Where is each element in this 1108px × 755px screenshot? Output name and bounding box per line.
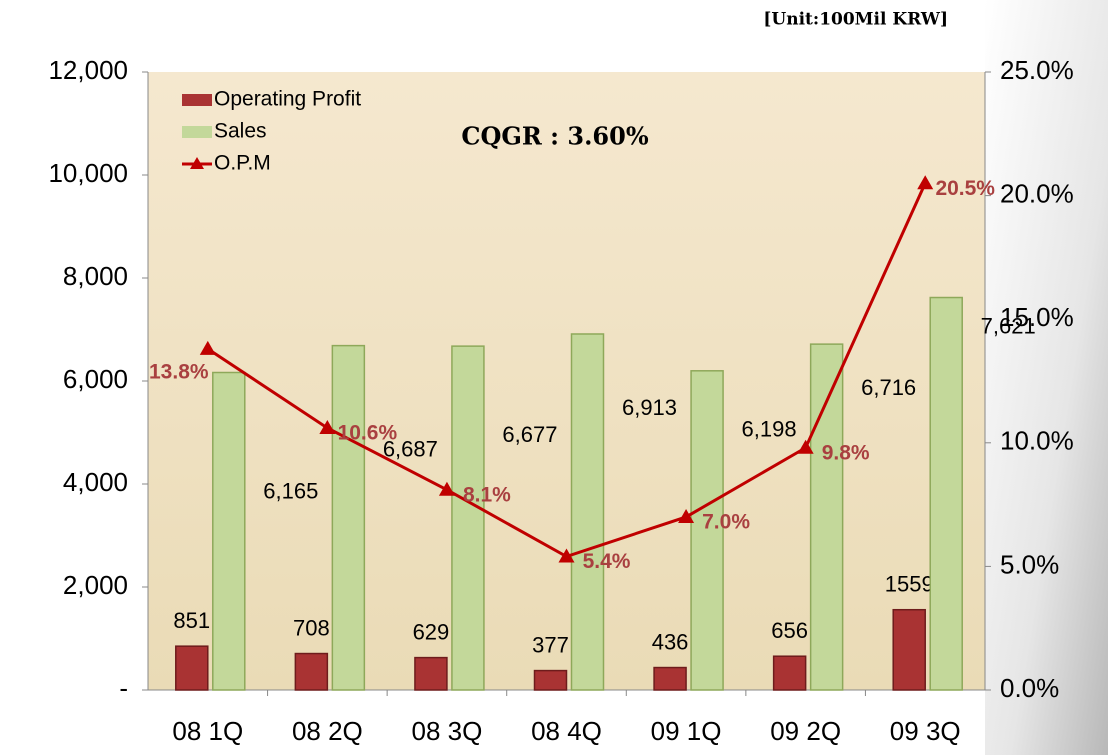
data-label: 377 <box>532 632 569 657</box>
data-label: 6,198 <box>742 417 797 442</box>
x-tick-label: 08 3Q <box>412 716 483 746</box>
data-label: 5.4% <box>583 550 631 573</box>
x-tick-label: 09 1Q <box>651 716 722 746</box>
x-tick-label: 08 1Q <box>172 716 243 746</box>
legend-swatch <box>190 157 204 169</box>
data-label: 6,677 <box>502 422 557 447</box>
y-tick-label: 6,000 <box>63 364 128 394</box>
bar <box>451 345 485 691</box>
data-label: 6,716 <box>861 375 916 400</box>
data-label: 8.1% <box>463 483 511 506</box>
y2-tick-label: 5.0% <box>1000 549 1059 579</box>
marker <box>678 508 695 523</box>
y2-tick-label: 10.0% <box>1000 426 1074 456</box>
bar <box>809 343 844 691</box>
bar <box>892 608 926 691</box>
legend-swatch <box>182 94 212 106</box>
bar <box>570 333 605 691</box>
data-label: 6,165 <box>263 478 318 503</box>
data-label: 7.0% <box>702 511 750 534</box>
x-tick-label: 09 3Q <box>890 716 961 746</box>
bar <box>772 655 807 691</box>
x-tick-label: 09 2Q <box>770 716 841 746</box>
y-tick-label: 2,000 <box>63 570 128 600</box>
y2-tick-label: 15.0% <box>1000 302 1074 332</box>
marker <box>199 340 216 355</box>
bar <box>653 666 687 691</box>
bar <box>212 371 246 691</box>
bar <box>690 370 724 691</box>
marker <box>438 481 455 496</box>
chart-title: CQGR : 3.60% <box>461 122 648 151</box>
y-tick-label: 10,000 <box>48 158 128 188</box>
data-label: 20.5% <box>935 177 995 200</box>
legend-label: Sales <box>214 120 267 143</box>
data-label: 13.8% <box>149 360 209 383</box>
data-label: 708 <box>293 615 330 640</box>
marker <box>797 439 814 454</box>
legend-label: O.P.M <box>214 152 271 175</box>
bar <box>533 669 568 691</box>
bar <box>294 652 329 691</box>
marker <box>917 175 934 190</box>
y-tick-label: 4,000 <box>63 467 128 497</box>
data-label: 6,913 <box>622 395 677 420</box>
x-tick-label: 08 2Q <box>292 716 363 746</box>
bar <box>414 656 448 691</box>
data-label: 656 <box>771 618 808 643</box>
marker <box>319 419 336 434</box>
legend-label: Operating Profit <box>214 88 361 111</box>
y2-tick-label: 0.0% <box>1000 673 1059 703</box>
data-label: 436 <box>652 629 689 654</box>
bar <box>175 645 209 691</box>
plot-area <box>148 72 985 690</box>
background-art <box>985 0 1108 755</box>
marker <box>558 548 575 563</box>
y-tick-label: 12,000 <box>48 55 128 85</box>
x-tick-label: 08 4Q <box>531 716 602 746</box>
data-label: 1559 <box>885 572 934 597</box>
legend-swatch <box>182 126 212 138</box>
y-tick-label: 8,000 <box>63 261 128 291</box>
bar <box>929 296 963 691</box>
data-label: 7,621 <box>981 313 1036 338</box>
data-label: 9.8% <box>822 441 870 464</box>
data-label: 10.6% <box>338 422 398 445</box>
data-label: 629 <box>413 619 450 644</box>
bar <box>331 344 366 691</box>
data-label: 851 <box>173 608 210 633</box>
data-label: 6,687 <box>383 436 438 461</box>
y-tick-label: - <box>119 673 128 703</box>
y2-tick-label: 20.0% <box>1000 178 1074 208</box>
y2-tick-label: 25.0% <box>1000 55 1074 85</box>
unit-note: [Unit:100Mil KRW] <box>763 10 948 30</box>
